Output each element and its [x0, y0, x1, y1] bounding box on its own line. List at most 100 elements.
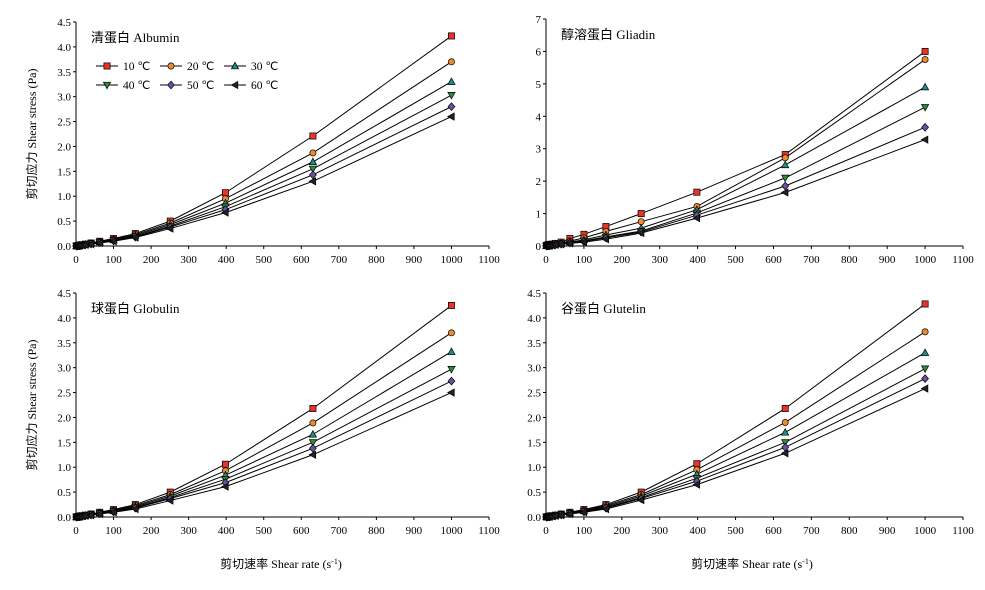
x-tick-label: 400: [689, 254, 706, 266]
x-tick-label: 1100: [478, 254, 500, 266]
series-line: [76, 380, 452, 518]
data-point: [921, 374, 929, 384]
series-30: [72, 77, 456, 250]
data-point: [447, 388, 455, 397]
y-tick-label: 4: [536, 111, 542, 123]
y-tick-label: 3: [536, 144, 542, 156]
data-point: [601, 504, 610, 514]
series-line: [76, 94, 452, 247]
legend-marker: [167, 62, 175, 70]
x-tick-label: 800: [841, 254, 858, 266]
y-tick-label: 2.5: [57, 388, 71, 400]
y-tick-label: 3.0: [57, 92, 71, 104]
x-tick-label: 300: [651, 525, 668, 537]
data-point: [447, 366, 456, 374]
data-point: [165, 496, 174, 505]
data-point: [781, 154, 789, 162]
data-point: [565, 509, 574, 519]
chart-panels: 0.00.51.01.52.02.53.03.54.04.50 100 200 300…: [57, 14, 974, 537]
data-point: [309, 170, 317, 180]
series-10: [542, 47, 929, 250]
data-point: [86, 240, 95, 249]
x-axis-title-right-main: 剪切速率 Shear rate (s: [691, 556, 802, 571]
x-tick-label: 100: [576, 525, 593, 537]
data-point: [921, 122, 929, 132]
y-tick-label: 2: [536, 176, 542, 188]
data-point: [565, 239, 574, 248]
data-point: [221, 460, 229, 468]
series-line: [546, 331, 926, 518]
series-40: [72, 366, 456, 522]
legend-label: 60 ℃: [251, 80, 278, 92]
x-tick-label: 900: [406, 525, 423, 537]
data-point: [308, 157, 318, 166]
y-tick-label: 2.5: [527, 388, 541, 400]
legend-label: 50 ℃: [187, 80, 214, 92]
y-tick-label: 1.0: [57, 191, 71, 203]
panel-gliadin: 0 1 2 3 4 5 6 7 0 100 200 300 400 500 600 700 800 900 1000…: [536, 14, 975, 266]
series-line: [546, 388, 926, 518]
legend-label: 40 ℃: [123, 80, 150, 92]
data-point: [109, 508, 117, 517]
legend-entry-30: 30 ℃: [224, 61, 278, 73]
y-tick-label: 0.0: [527, 512, 541, 524]
y-tick-label: 4.5: [57, 288, 71, 300]
series-line: [546, 303, 926, 518]
data-point: [309, 443, 317, 453]
y-tick-label: 4.0: [57, 313, 71, 325]
series-50: [72, 376, 456, 522]
x-tick-label: 0: [543, 525, 549, 537]
series-line: [76, 81, 452, 247]
x-tick-label: 300: [180, 525, 197, 537]
data-point: [781, 174, 790, 183]
series-line: [76, 351, 452, 518]
data-point: [781, 439, 790, 447]
data-point: [95, 509, 103, 519]
data-point: [781, 160, 790, 169]
y-tick-label: 2.0: [57, 412, 71, 424]
x-tick-label: 0: [73, 254, 79, 266]
x-tick-label: 600: [293, 525, 310, 537]
data-point: [692, 480, 701, 489]
y-tick-label: 4.5: [57, 17, 71, 29]
data-point: [308, 429, 318, 438]
series-60: [71, 112, 455, 251]
x-tick-label: 500: [727, 525, 744, 537]
data-point: [921, 328, 929, 336]
series-line: [76, 368, 452, 518]
data-point: [921, 56, 929, 63]
x-tick-label: 800: [368, 254, 385, 266]
y-tick-label: 2.0: [57, 141, 71, 153]
legend-marker: [103, 62, 111, 70]
legend-entry-60: 60 ℃: [224, 80, 278, 92]
legend-entry-20: 20 ℃: [160, 61, 214, 73]
panel-title: 谷蛋白 Glutelin: [561, 301, 646, 316]
y-tick-label: 3.0: [57, 363, 71, 375]
y-tick-label: 0: [536, 241, 542, 253]
data-point: [920, 135, 929, 144]
data-point: [781, 418, 789, 426]
x-tick-label: 900: [879, 254, 896, 266]
x-tick-label: 900: [879, 525, 896, 537]
data-point: [130, 504, 139, 514]
data-point: [220, 482, 229, 491]
legend-label: 10 ℃: [123, 61, 150, 73]
x-tick-label: 400: [689, 525, 706, 537]
data-point: [447, 347, 456, 355]
data-point: [448, 329, 455, 337]
data-point: [579, 237, 588, 247]
series-60: [71, 388, 455, 522]
series-30: [542, 82, 930, 250]
series-50: [72, 102, 456, 251]
data-point: [309, 419, 317, 427]
y-tick-label: 0.0: [57, 512, 71, 524]
x-tick-label: 200: [614, 254, 631, 266]
x-tick-label: 600: [293, 254, 310, 266]
x-tick-label: 100: [105, 525, 122, 537]
data-point: [448, 32, 455, 40]
data-point: [780, 188, 789, 197]
y-tick-label: 1.0: [57, 462, 71, 474]
series-20: [542, 56, 929, 250]
y-axis-title-bottom: 剪切应力 Shear stress (Pa): [24, 340, 39, 471]
data-point: [308, 177, 317, 186]
